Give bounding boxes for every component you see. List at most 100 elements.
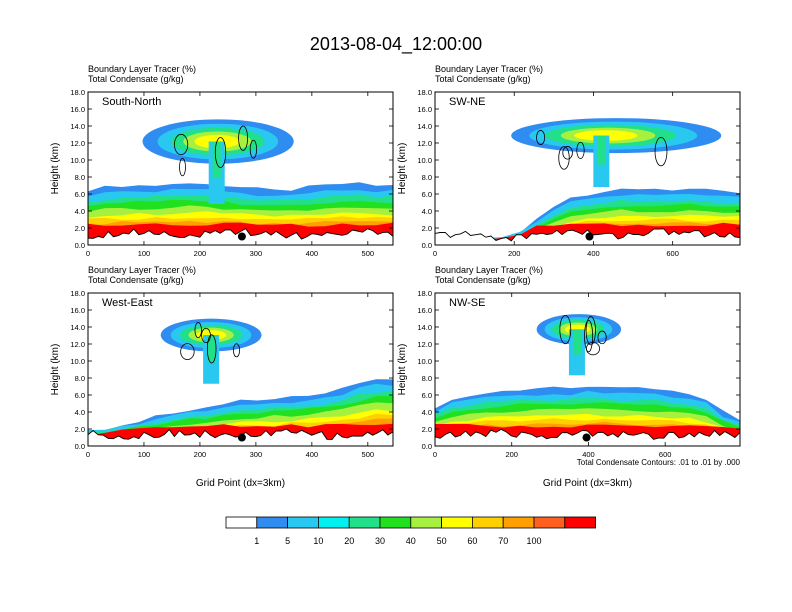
x-tick-label: 400: [587, 249, 600, 258]
cloud-stem-core: [597, 135, 606, 165]
panel-header: Boundary Layer Tracer (%): [435, 265, 543, 275]
condensate-contour: [180, 343, 195, 360]
condensate-contour: [559, 314, 572, 345]
plot-frame: [87, 292, 394, 447]
y-tick-label: 2.0: [422, 224, 432, 233]
colorbar-label: 10: [313, 536, 323, 546]
x-axis-label: Grid Point (dx=3km): [543, 478, 632, 489]
condensate-contour: [194, 322, 202, 339]
y-tick-label: 16.0: [70, 306, 85, 315]
x-tick-label: 0: [86, 450, 90, 459]
y-tick-label: 4.0: [422, 207, 432, 216]
y-tick-label: 6.0: [75, 391, 85, 400]
plot-area: [435, 118, 740, 245]
y-tick-label: 8.0: [422, 173, 432, 182]
y-tick-label: 14.0: [417, 323, 432, 332]
condensate-contour: [206, 334, 217, 364]
panel-header: Boundary Layer Tracer (%): [435, 64, 543, 74]
plot-area: [88, 318, 393, 446]
colorbar-label: 20: [344, 536, 354, 546]
colorbar-swatch: [348, 516, 381, 529]
y-tick-label: 18.0: [417, 289, 432, 298]
x-tick-label: 400: [306, 249, 319, 258]
colorbar: 1 5 10 20 30 40 50 60 70 100: [225, 516, 596, 546]
x-tick-label: 200: [505, 450, 518, 459]
plot-frame: [434, 91, 741, 246]
y-axis-label: Height (km): [50, 143, 61, 195]
location-marker: [582, 433, 591, 442]
y-tick-label: 18.0: [70, 289, 85, 298]
y-tick-label: 12.0: [70, 340, 85, 349]
panel-name: West-East: [102, 297, 153, 309]
colorbar-swatch: [502, 516, 535, 529]
panel-name: South-North: [102, 96, 161, 108]
y-tick-label: 14.0: [417, 122, 432, 131]
y-tick-label: 12.0: [70, 139, 85, 148]
y-tick-label: 0.0: [75, 241, 85, 250]
condensate-contour: [585, 341, 601, 356]
y-tick-label: 10.0: [70, 357, 85, 366]
colorbar-swatch: [287, 516, 319, 529]
colorbar-label: 40: [406, 536, 416, 546]
x-tick-label: 500: [362, 450, 375, 459]
colorbar-swatch: [533, 516, 566, 529]
panel-west-east: West-East Boundary Layer Tracer (%)Total …: [50, 265, 394, 489]
y-tick-label: 6.0: [422, 190, 432, 199]
colorbar-swatch: [564, 516, 596, 529]
location-marker: [237, 433, 246, 442]
condensate-contour: [232, 343, 241, 358]
panel-header: Total Condensate (g/kg): [435, 275, 531, 285]
x-tick-label: 200: [194, 450, 207, 459]
colorbar-label: 100: [526, 536, 541, 546]
x-tick-label: 200: [194, 249, 207, 258]
y-tick-label: 18.0: [417, 88, 432, 97]
y-tick-label: 12.0: [417, 139, 432, 148]
y-tick-label: 2.0: [422, 425, 432, 434]
x-tick-label: 0: [86, 249, 90, 258]
colorbar-label: 1: [254, 536, 259, 546]
condensate-contour: [576, 141, 585, 159]
x-tick-label: 400: [582, 450, 595, 459]
panel-header: Boundary Layer Tracer (%): [88, 265, 196, 275]
condensate-contour: [174, 133, 189, 156]
location-marker: [237, 232, 246, 241]
x-tick-label: 600: [659, 450, 672, 459]
x-tick-label: 500: [362, 249, 375, 258]
y-tick-label: 10.0: [417, 357, 432, 366]
y-tick-label: 0.0: [75, 442, 85, 451]
condensate-contour: [597, 330, 607, 345]
plot-frame: [87, 91, 394, 246]
y-tick-label: 14.0: [70, 122, 85, 131]
plot-area: [435, 314, 740, 446]
y-tick-label: 8.0: [75, 173, 85, 182]
colorbar-label: 50: [437, 536, 447, 546]
colorbar-swatch: [471, 516, 504, 529]
y-tick-label: 16.0: [417, 306, 432, 315]
y-tick-label: 8.0: [422, 374, 432, 383]
x-tick-label: 100: [138, 450, 151, 459]
x-tick-label: 400: [306, 450, 319, 459]
x-tick-label: 300: [250, 450, 263, 459]
y-tick-label: 16.0: [417, 105, 432, 114]
condensate-contour: [214, 137, 227, 168]
condensate-contour: [238, 125, 248, 151]
y-tick-label: 0.0: [422, 442, 432, 451]
panel-header: Total Condensate (g/kg): [88, 275, 184, 285]
colorbar-swatch: [379, 516, 412, 529]
x-tick-label: 100: [138, 249, 151, 258]
panel-header: Boundary Layer Tracer (%): [88, 64, 196, 74]
y-tick-label: 18.0: [70, 88, 85, 97]
y-tick-label: 4.0: [422, 408, 432, 417]
panel-header: Total Condensate (g/kg): [88, 74, 184, 84]
y-tick-label: 4.0: [75, 207, 85, 216]
x-tick-label: 600: [666, 249, 679, 258]
x-tick-label: 0: [433, 450, 437, 459]
x-tick-label: 300: [250, 249, 263, 258]
y-tick-label: 6.0: [75, 190, 85, 199]
x-tick-label: 200: [508, 249, 521, 258]
condensate-contour: [179, 158, 186, 177]
y-tick-label: 8.0: [75, 374, 85, 383]
y-tick-label: 10.0: [70, 156, 85, 165]
